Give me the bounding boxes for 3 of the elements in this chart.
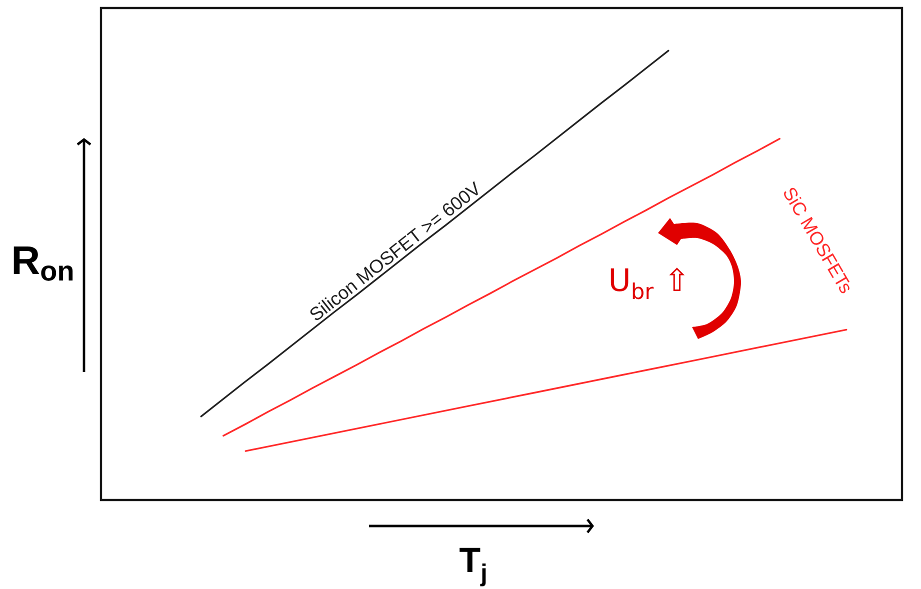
x-axis-title: T$_{j}$ bbox=[460, 548, 486, 586]
annotation: U$_{br}$ ⇧ bbox=[610, 268, 685, 300]
y-axis-title: R$_{on}$ bbox=[14, 246, 73, 281]
